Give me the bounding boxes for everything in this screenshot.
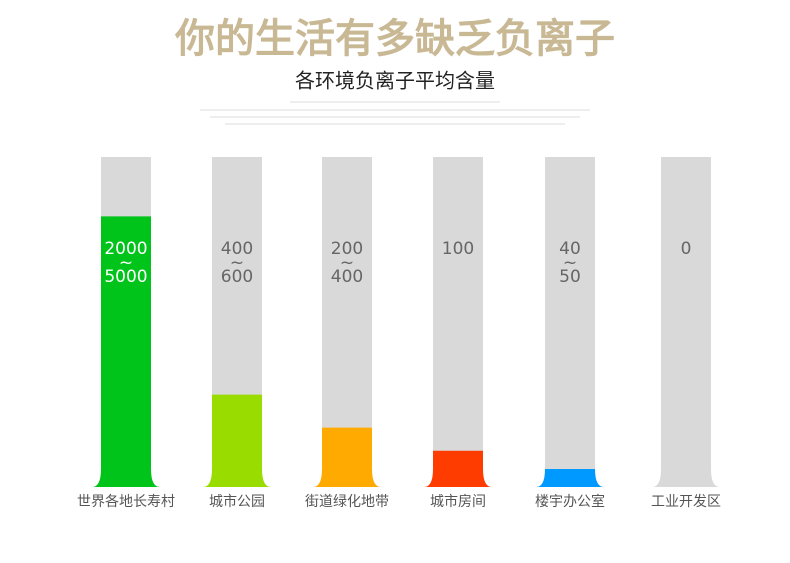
range-label: 400: [331, 267, 363, 287]
range-label: 400: [221, 239, 253, 259]
tube: [536, 157, 604, 487]
range-label: 2000: [104, 239, 147, 259]
range-label: 600: [221, 267, 253, 287]
decorative-lines: [200, 101, 590, 125]
range-label: ~: [563, 253, 577, 273]
tube: [424, 157, 492, 487]
range-label: ~: [119, 253, 133, 273]
tube-fill: [313, 427, 381, 487]
subtitle: 各环境负离子平均含量: [295, 69, 495, 93]
range-label: 40: [559, 239, 581, 259]
range-label: ~: [230, 253, 244, 273]
tube-fill: [424, 450, 492, 487]
range-label: 100: [442, 239, 474, 259]
range-label: 0: [681, 239, 692, 259]
category-label: 楼宇办公室: [535, 493, 605, 510]
tube-fill: [536, 469, 604, 487]
tube-fill: [92, 216, 160, 487]
range-label: ~: [340, 253, 354, 273]
category-label: 世界各地长寿村: [77, 493, 175, 510]
range-label: 5000: [104, 267, 147, 287]
category-label: 工业开发区: [651, 494, 721, 510]
category-label: 街道绿化地带: [305, 494, 389, 510]
category-label: 城市公园: [209, 493, 265, 510]
tube-fill: [203, 394, 271, 487]
category-label: 城市房间: [430, 493, 486, 510]
tube: [652, 157, 720, 487]
tube: [313, 157, 381, 487]
range-label: 200: [331, 239, 363, 259]
title: 你的生活有多缺乏负离子: [174, 15, 615, 62]
range-label: 50: [559, 267, 581, 287]
